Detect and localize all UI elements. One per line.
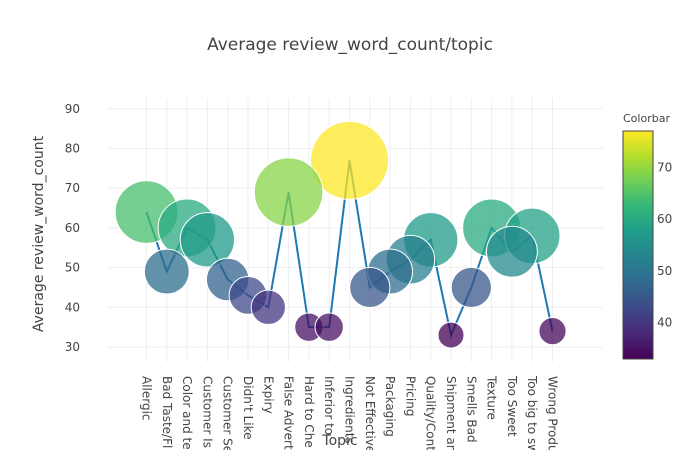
x-tick-label: Color and te [180,376,194,450]
colorbar-tick-label: 70 [657,160,672,174]
x-axis-title: Topic [321,433,357,449]
x-tick-label: Inferior to [322,376,336,435]
x-tick-label: Shipment an [444,376,458,450]
x-tick-label: Not Effective [363,376,377,450]
y-tick-label: 90 [65,102,80,116]
y-tick-label: 70 [65,181,80,195]
y-tick-label: 50 [65,261,80,275]
data-point[interactable] [250,289,286,325]
data-point[interactable] [143,248,190,295]
colorbar-title: Colorbar [623,112,670,125]
x-tick-label: Wrong Produ [546,376,560,450]
data-point[interactable] [485,225,538,278]
markers-group [114,120,567,349]
x-tick-label: Customer Se [221,376,235,450]
y-axis-ticks: 30 40 50 60 70 80 90 [65,102,80,354]
x-tick-label: Bad Taste/Fl [160,376,174,448]
colorbar-gradient [622,130,654,360]
x-tick-label: Didn't Like [241,376,255,440]
data-point[interactable] [538,317,567,346]
colorbar-tick-label: 60 [657,212,672,226]
x-tick-label: Texture [485,375,499,420]
y-tick-label: 40 [65,300,80,314]
x-tick-label: Pricing [403,376,417,416]
x-axis-ticks: Allergic Bad Taste/Fl Color and te Customer… [140,375,560,450]
data-point[interactable] [179,212,236,268]
x-tick-label: False Advert [282,376,296,450]
x-tick-label: Allergic [140,376,154,421]
y-axis-title: Average review_word_count [31,135,47,332]
data-point[interactable] [314,312,344,342]
data-point[interactable] [310,120,389,200]
x-tick-label: Expiry [261,376,275,414]
data-point[interactable] [450,266,492,309]
colorbar-tick-label: 50 [657,264,672,278]
y-tick-label: 80 [65,142,80,156]
data-point[interactable] [437,321,465,349]
x-tick-label: Ingredients [343,376,357,444]
chart-title: Average review_word_count/topic [207,35,493,55]
colorbar: Colorbar 40 50 60 70 [622,112,672,360]
data-point[interactable] [253,157,324,227]
x-tick-label: Too big to sw [525,375,539,450]
y-tick-label: 60 [65,221,80,235]
x-tick-label: Customer Is [200,376,214,448]
data-point[interactable] [349,266,391,309]
x-tick-label: Hard to Che [302,376,316,448]
x-tick-label: Packaging [383,376,397,437]
x-tick-label: Smells Bad [464,376,478,443]
y-tick-label: 30 [65,340,80,354]
x-tick-label: Quality/Cont [424,376,438,450]
colorbar-tick-label: 40 [657,316,672,330]
colorbar-ticks: 40 50 60 70 [657,160,672,329]
x-tick-label: Too Sweet [505,375,519,437]
